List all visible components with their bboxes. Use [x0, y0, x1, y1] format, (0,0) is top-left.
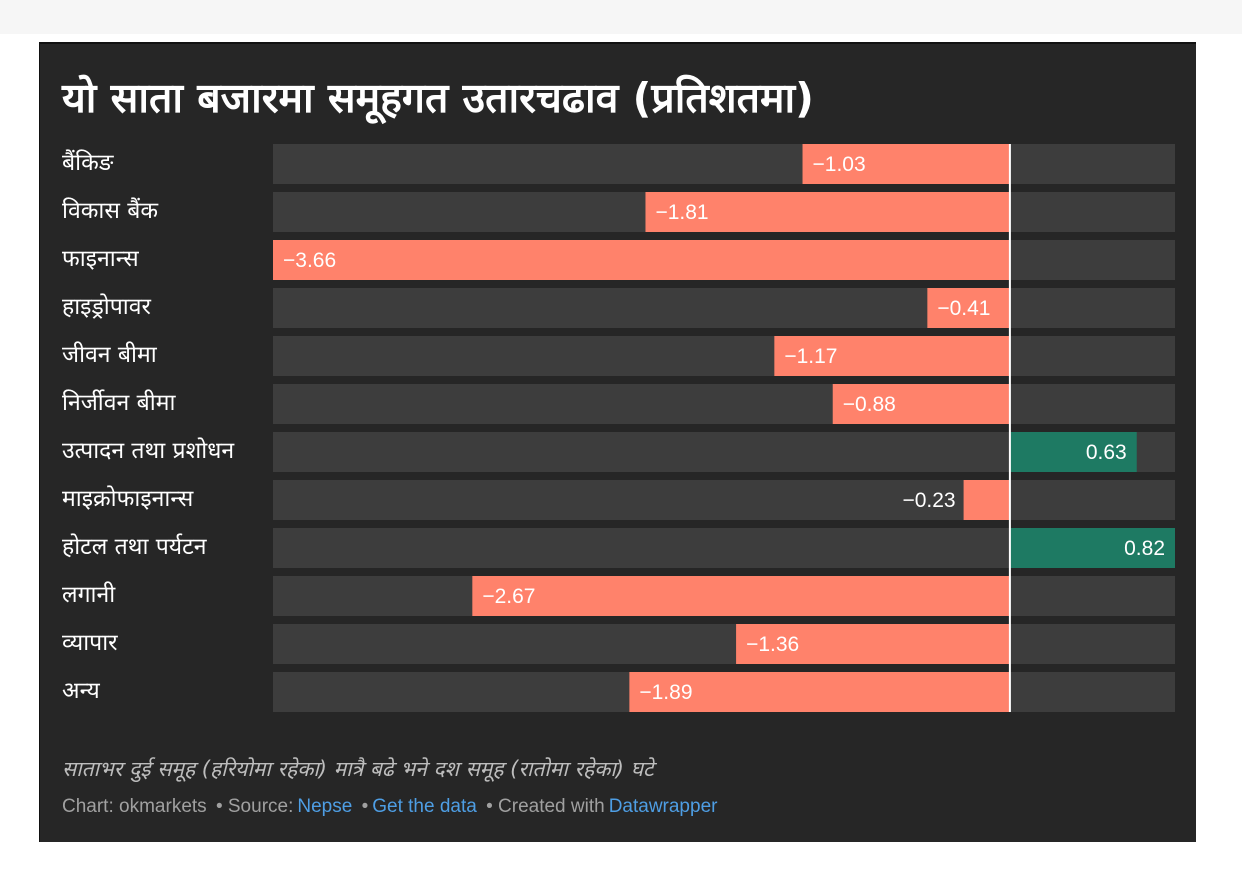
chart-description: साताभर दुई समूह (हरियोमा रहेका) मात्रै ब…: [62, 757, 654, 781]
category-label: माइक्रोफाइनान्स: [62, 485, 194, 512]
footer-source-prefix: • Source:: [215, 796, 294, 817]
page-top-strip: [0, 0, 1242, 34]
category-label: अन्य: [62, 678, 100, 704]
category-label: लगानी: [62, 581, 116, 608]
value-label: −1.36: [746, 633, 799, 656]
bar-track: [273, 624, 1175, 664]
value-label: −1.17: [784, 345, 837, 368]
value-label: −1.03: [813, 153, 866, 176]
value-label: −1.81: [655, 201, 708, 224]
bar: [1009, 528, 1175, 568]
source-link[interactable]: Nepse: [297, 796, 353, 817]
bar-track: [273, 288, 1175, 328]
bar-track: [273, 480, 1175, 520]
bar: [963, 480, 1010, 520]
bar-chart: बैंकिङ −1.03 विकास बैंक −1.81 फाइनान्स −3.66 ह…: [62, 144, 1175, 712]
bar: [736, 624, 1010, 664]
bar-track: [273, 384, 1175, 424]
bar: [1009, 432, 1137, 472]
value-label: 0.63: [1086, 441, 1127, 464]
bar: [832, 384, 1010, 424]
bar: [629, 672, 1010, 712]
chart-card: यो साता बजारमा समूहगत उतारचढाव (प्रतिशतम…: [39, 42, 1196, 842]
datawrapper-link[interactable]: Datawrapper: [608, 796, 718, 817]
value-label: −3.66: [283, 249, 336, 272]
footer-chart-prefix: Chart:: [62, 796, 114, 817]
bar: [273, 240, 1010, 280]
value-label: −0.23: [902, 489, 955, 512]
bar: [927, 288, 1010, 328]
value-label: −0.88: [843, 393, 896, 416]
category-label: व्यापार: [62, 630, 118, 656]
footer-chart-by: okmarkets: [119, 796, 207, 817]
category-label: निर्जीवन बीमा: [62, 389, 176, 416]
bar: [472, 576, 1010, 616]
bar: [774, 336, 1010, 376]
category-label: हाइड्रोपावर: [62, 293, 152, 320]
bar-track: [273, 144, 1175, 184]
category-label: होटल तथा पर्यटन: [62, 533, 208, 560]
chart-title: यो साता बजारमा समूहगत उतारचढाव (प्रतिशतम…: [62, 74, 814, 122]
value-label: −1.89: [639, 681, 692, 704]
value-label: 0.82: [1124, 537, 1165, 560]
category-label: विकास बैंक: [62, 197, 159, 224]
get-the-data-link[interactable]: Get the data: [372, 796, 477, 817]
footer-bullet: •: [361, 796, 369, 817]
value-label: −0.41: [937, 297, 990, 320]
bar: [645, 192, 1010, 232]
bar: [802, 144, 1010, 184]
bar-track: [273, 336, 1175, 376]
footer-created-prefix: • Created with: [486, 796, 605, 817]
chart-footer: Chart: okmarkets • Source: Nepse • Get the…: [62, 794, 1182, 820]
category-label: फाइनान्स: [62, 246, 139, 272]
value-label: −2.67: [482, 585, 535, 608]
category-label: जीवन बीमा: [62, 341, 158, 368]
category-label: उत्पादन तथा प्रशोधन: [62, 437, 235, 464]
category-label: बैंकिङ: [62, 149, 115, 176]
